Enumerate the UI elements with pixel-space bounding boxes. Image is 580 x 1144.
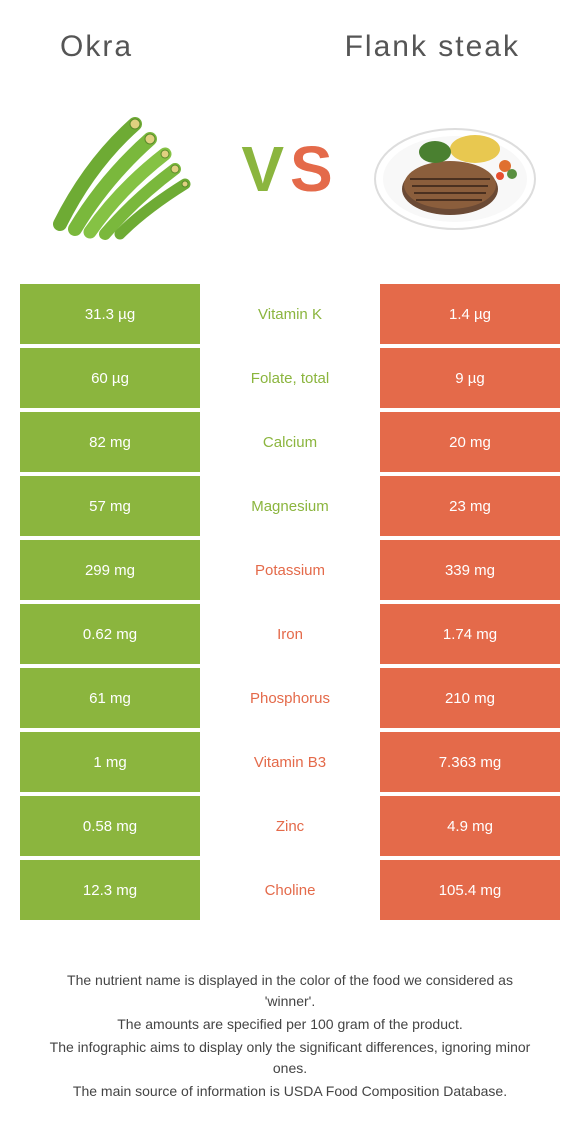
value-left: 60 µg bbox=[20, 348, 200, 408]
nutrient-name: Zinc bbox=[200, 796, 380, 856]
value-left: 57 mg bbox=[20, 476, 200, 536]
value-right: 1.74 mg bbox=[380, 604, 560, 664]
nutrient-name: Calcium bbox=[200, 412, 380, 472]
nutrient-name: Choline bbox=[200, 860, 380, 920]
vs-label: VS bbox=[241, 132, 338, 206]
table-row: 60 µgFolate, total9 µg bbox=[20, 348, 560, 408]
vs-s: S bbox=[290, 132, 339, 206]
footer: The nutrient name is displayed in the co… bbox=[20, 970, 560, 1102]
steak-image bbox=[370, 94, 540, 244]
value-left: 12.3 mg bbox=[20, 860, 200, 920]
table-row: 31.3 µgVitamin K1.4 µg bbox=[20, 284, 560, 344]
value-right: 105.4 mg bbox=[380, 860, 560, 920]
footer-line-1: The nutrient name is displayed in the co… bbox=[40, 970, 540, 1012]
vs-v: V bbox=[241, 132, 290, 206]
table-row: 12.3 mgCholine105.4 mg bbox=[20, 860, 560, 920]
value-right: 339 mg bbox=[380, 540, 560, 600]
nutrient-name: Vitamin K bbox=[200, 284, 380, 344]
nutrient-name: Phosphorus bbox=[200, 668, 380, 728]
container: Okra Flank steak VS bbox=[0, 0, 580, 1124]
value-right: 4.9 mg bbox=[380, 796, 560, 856]
table-row: 0.62 mgIron1.74 mg bbox=[20, 604, 560, 664]
vs-row: VS bbox=[20, 84, 560, 254]
value-left: 82 mg bbox=[20, 412, 200, 472]
value-right: 9 µg bbox=[380, 348, 560, 408]
value-right: 23 mg bbox=[380, 476, 560, 536]
value-left: 31.3 µg bbox=[20, 284, 200, 344]
value-left: 0.62 mg bbox=[20, 604, 200, 664]
steak-icon bbox=[370, 94, 540, 244]
header: Okra Flank steak bbox=[20, 30, 560, 64]
nutrient-name: Magnesium bbox=[200, 476, 380, 536]
table-row: 0.58 mgZinc4.9 mg bbox=[20, 796, 560, 856]
table-row: 82 mgCalcium20 mg bbox=[20, 412, 560, 472]
table-row: 57 mgMagnesium23 mg bbox=[20, 476, 560, 536]
nutrient-name: Folate, total bbox=[200, 348, 380, 408]
value-left: 61 mg bbox=[20, 668, 200, 728]
value-left: 0.58 mg bbox=[20, 796, 200, 856]
value-right: 20 mg bbox=[380, 412, 560, 472]
table-row: 61 mgPhosphorus210 mg bbox=[20, 668, 560, 728]
nutrient-name: Potassium bbox=[200, 540, 380, 600]
footer-line-2: The amounts are specified per 100 gram o… bbox=[40, 1014, 540, 1035]
footer-line-3: The infographic aims to display only the… bbox=[40, 1037, 540, 1079]
nutrient-name: Vitamin B3 bbox=[200, 732, 380, 792]
value-left: 1 mg bbox=[20, 732, 200, 792]
title-right: Flank steak bbox=[345, 30, 520, 64]
nutrient-table: 31.3 µgVitamin K1.4 µg60 µgFolate, total… bbox=[20, 284, 560, 920]
title-left: Okra bbox=[60, 30, 133, 64]
value-right: 7.363 mg bbox=[380, 732, 560, 792]
value-right: 210 mg bbox=[380, 668, 560, 728]
value-left: 299 mg bbox=[20, 540, 200, 600]
table-row: 299 mgPotassium339 mg bbox=[20, 540, 560, 600]
footer-line-4: The main source of information is USDA F… bbox=[40, 1081, 540, 1102]
nutrient-name: Iron bbox=[200, 604, 380, 664]
okra-icon bbox=[40, 94, 210, 244]
okra-image bbox=[40, 94, 210, 244]
value-right: 1.4 µg bbox=[380, 284, 560, 344]
table-row: 1 mgVitamin B37.363 mg bbox=[20, 732, 560, 792]
